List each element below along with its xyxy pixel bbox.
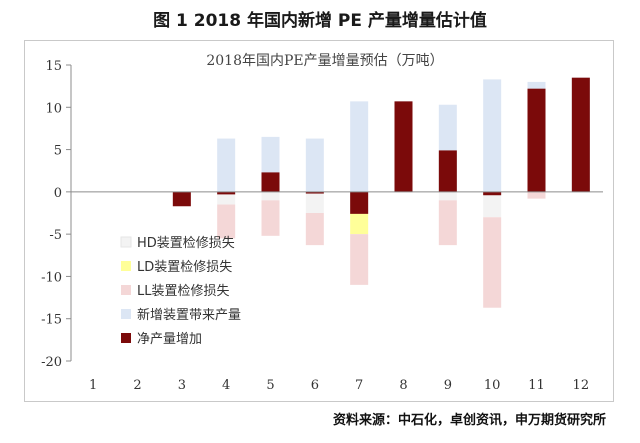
- bar-net: [394, 101, 413, 192]
- bar-new: [305, 138, 324, 192]
- y-tick-label: -20: [41, 355, 62, 370]
- x-tick-label: 12: [573, 378, 590, 393]
- x-tick-label: 3: [178, 378, 186, 393]
- x-tick-label: 6: [311, 378, 319, 393]
- chart-frame: 2018年国内PE产量增量预估（万吨） 15 10 5 0 -5 -10 -15 -20 1 2 3 4…: [24, 40, 614, 402]
- bar-hd: [483, 191, 502, 218]
- legend-swatch-net: [121, 333, 131, 343]
- legend-label-ld: LD装置检修损失: [137, 260, 232, 275]
- bar-ll: [438, 200, 457, 246]
- figure-title: 图 1 2018 年国内新增 PE 产量增量估计值: [153, 11, 487, 31]
- bar-ll: [483, 217, 502, 308]
- bar-net: [527, 88, 546, 192]
- x-tick-label: 2: [133, 378, 141, 393]
- legend-swatch-ll: [121, 285, 131, 295]
- bar-new: [217, 138, 236, 192]
- legend-label-net: 净产量增加: [137, 332, 202, 347]
- y-tick-label: 15: [45, 59, 62, 74]
- legend-swatch-new: [121, 309, 131, 319]
- legend-swatch-hd: [120, 236, 132, 248]
- bar-net: [438, 150, 457, 192]
- bar-net: [350, 191, 369, 214]
- y-tick-label: -5: [49, 228, 62, 243]
- x-tick-label: 4: [222, 378, 230, 393]
- y-tick-label: -15: [41, 313, 62, 328]
- bar-net: [305, 191, 324, 194]
- y-tick-label: -10: [41, 270, 62, 285]
- y-tick-label: 5: [54, 144, 62, 159]
- bar-net: [217, 191, 236, 195]
- bar-net: [483, 191, 502, 196]
- legend-label-ll: LL装置检修损失: [137, 284, 230, 299]
- source-note: 资料来源：中石化，卓创资讯，申万期货研究所: [332, 413, 606, 428]
- bar-net: [261, 172, 280, 192]
- x-tick-label: 8: [399, 378, 407, 393]
- bar-net: [172, 191, 191, 207]
- y-tick-label: 0: [54, 186, 62, 201]
- bar-net: [571, 77, 590, 192]
- bar-ld: [350, 213, 369, 235]
- x-tick-label: 11: [528, 378, 545, 393]
- y-tick-label: 10: [45, 101, 62, 116]
- x-tick-label: 1: [89, 378, 97, 393]
- chart-title: 2018年国内PE产量增量预估（万吨）: [206, 53, 443, 69]
- legend-swatch-ld: [121, 261, 131, 271]
- bar-ll: [527, 191, 546, 199]
- x-tick-label: 5: [266, 378, 274, 393]
- bar-ll: [217, 204, 236, 239]
- bar-new: [350, 101, 369, 192]
- x-tick-label: 9: [444, 378, 452, 393]
- bar-hd: [438, 191, 457, 201]
- x-tick-label: 7: [355, 378, 363, 393]
- x-tick-label: 10: [484, 378, 501, 393]
- bar-hd: [305, 191, 324, 213]
- legend-label-new: 新增装置带来产量: [137, 307, 241, 323]
- bar-ll: [350, 234, 369, 285]
- bar-hd: [261, 191, 280, 201]
- bar-ll: [261, 200, 280, 236]
- bar-hd: [217, 191, 236, 205]
- bar-new: [483, 79, 502, 192]
- legend-label-hd: HD装置检修损失: [137, 236, 235, 251]
- bar-ll: [305, 213, 324, 246]
